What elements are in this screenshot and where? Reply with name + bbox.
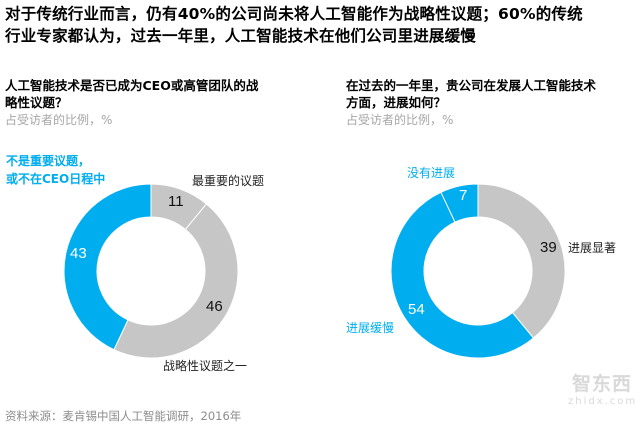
right-chart-subtitle: 占受访者的比例，% xyxy=(346,113,454,127)
source-note: 资料来源：麦肯锡中国人工智能调研，2016年 xyxy=(5,409,242,423)
donut-slice xyxy=(440,183,479,223)
watermark-cn: 智东西 xyxy=(571,373,632,395)
headline-line-2: 行业专家都认为，过去一年里，人工智能技术在他们公司里进展缓慢 xyxy=(5,27,477,45)
value-most-important: 11 xyxy=(168,193,184,210)
label-most-important: 最重要的议题 xyxy=(192,174,265,188)
right-title-line-1: 在过去的一年里，贵公司在发展人工智能技术 xyxy=(346,78,597,93)
label-not-important: 不是重要议题， 或不在CEO日程中 xyxy=(6,152,105,188)
left-title-line-2: 略性议题？ xyxy=(5,95,68,110)
watermark-en: zhidx.com xyxy=(568,396,638,407)
left-donut-chart xyxy=(63,183,239,359)
right-title-line-2: 方面，进展如何？ xyxy=(346,95,447,110)
value-slow: 54 xyxy=(408,301,425,318)
headline-line-1: 对于传统行业而言，仍有40%的公司尚未将人工智能作为战略性议题；60%的传统 xyxy=(5,5,583,23)
right-donut-chart xyxy=(390,183,566,359)
label-not-important-line-2: 或不在CEO日程中 xyxy=(6,172,106,186)
value-strategic: 46 xyxy=(206,298,223,315)
left-chart-subtitle: 占受访者的比例，% xyxy=(5,113,113,127)
donut-slice xyxy=(63,183,152,351)
label-slow-progress: 进展缓慢 xyxy=(346,321,395,335)
label-not-important-line-1: 不是重要议题， xyxy=(6,154,91,168)
right-chart-title: 在过去的一年里，贵公司在发展人工智能技术 方面，进展如何？ xyxy=(346,77,636,111)
value-no-progress: 7 xyxy=(459,187,468,204)
value-not-important: 43 xyxy=(70,245,87,262)
watermark-logo: 智东西 zhidx.com xyxy=(568,372,636,408)
left-chart-title: 人工智能技术是否已成为CEO或高管团队的战 略性议题？ xyxy=(5,77,325,111)
donut-slice xyxy=(113,203,239,359)
label-one-of-strategic: 战略性议题之一 xyxy=(163,359,248,373)
value-significant: 39 xyxy=(540,239,557,256)
label-no-progress: 没有进展 xyxy=(407,166,456,180)
donut-slice xyxy=(477,183,566,339)
headline: 对于传统行业而言，仍有40%的公司尚未将人工智能作为战略性议题；60%的传统 行… xyxy=(5,3,635,47)
donut-slice xyxy=(390,191,535,359)
label-significant-progress: 进展显著 xyxy=(568,241,617,255)
left-title-line-1: 人工智能技术是否已成为CEO或高管团队的战 xyxy=(5,78,259,93)
